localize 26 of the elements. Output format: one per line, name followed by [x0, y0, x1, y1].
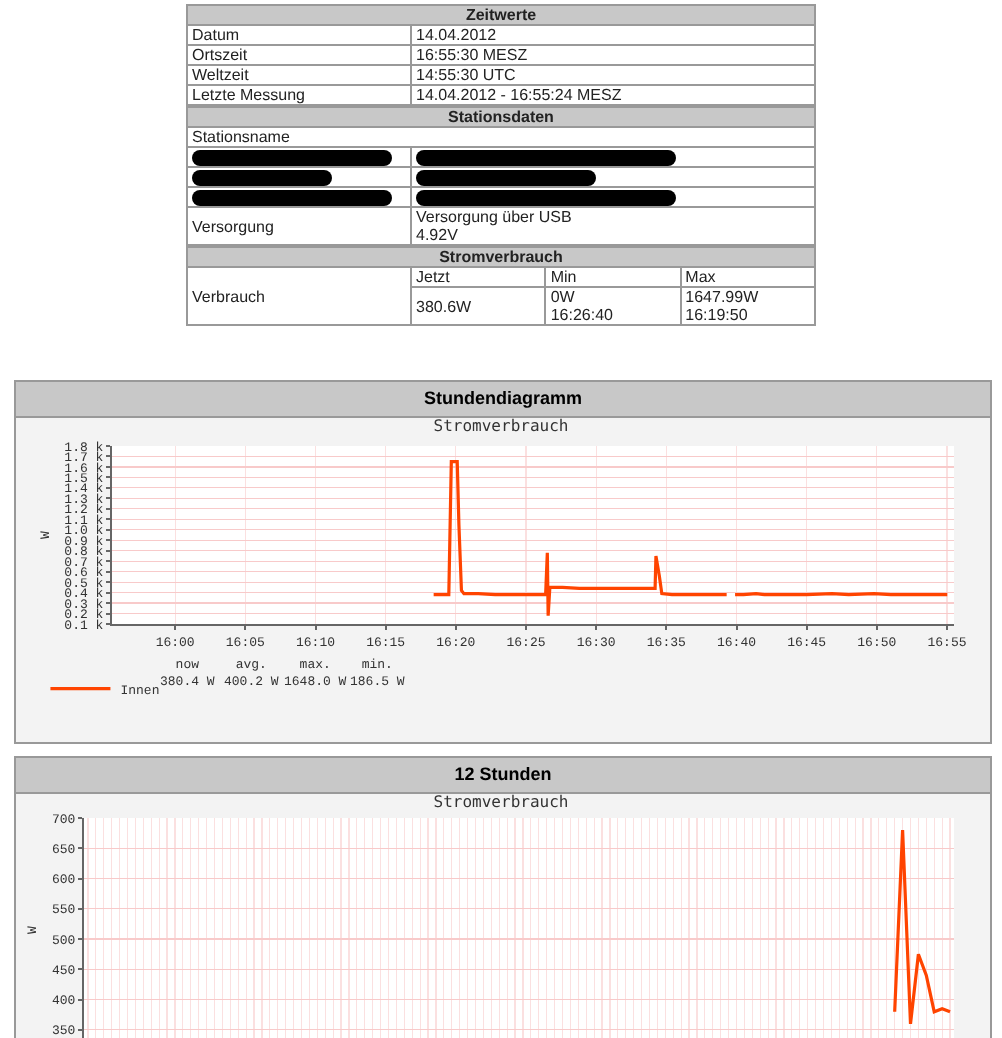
text: 14.04.2012 - 16:55:24 MESZ [416, 86, 622, 104]
chart-title: 12 Stunden [16, 758, 990, 794]
category-label: Versorgung [192, 217, 274, 235]
text: Zeitwerte [187, 5, 815, 25]
category-label: Ortszeit [192, 46, 248, 64]
text: Versorgung über USB 4.92V [416, 208, 572, 244]
text: 14.04.2012 [416, 26, 497, 44]
category-label: Datum [192, 26, 240, 44]
chart-subtitle: Stromverbrauch [433, 792, 569, 811]
line-series [893, 828, 952, 1026]
text: 16:55:30 MESZ [416, 46, 528, 64]
chart-title: Stundendiagramm [16, 382, 990, 418]
text: Stationsdaten [187, 107, 815, 127]
text: 0W 16:26:40 [550, 288, 613, 324]
category-label: Jetzt [411, 267, 546, 287]
category-label: Stationsname [192, 128, 290, 146]
category-label: Weltzeit [192, 66, 249, 84]
chart-subtitle: Stromverbrauch [433, 416, 569, 435]
category-label: Min [545, 267, 681, 287]
text: 1647.99W 16:19:50 [685, 288, 759, 324]
category-label: Max [680, 267, 815, 287]
category-label: Letzte Messung [192, 86, 305, 104]
text: 380.6W [416, 297, 472, 315]
category-label: Verbrauch [192, 287, 265, 305]
text: 14:55:30 UTC [416, 66, 516, 84]
text: Stromverbrauch [187, 247, 815, 267]
